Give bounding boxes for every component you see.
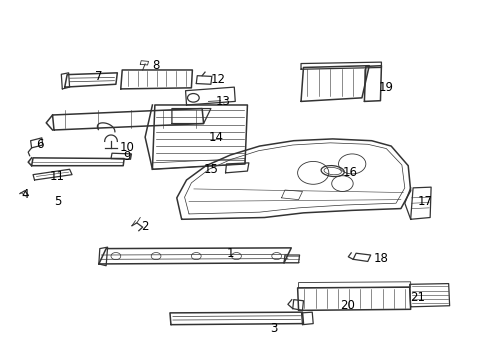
Text: 20: 20 xyxy=(340,298,355,311)
Text: 7: 7 xyxy=(95,70,102,83)
Text: 21: 21 xyxy=(411,291,425,305)
Text: 3: 3 xyxy=(270,322,278,335)
Text: 14: 14 xyxy=(208,131,223,144)
Text: 4: 4 xyxy=(21,188,28,201)
Text: 9: 9 xyxy=(123,150,131,163)
Text: 2: 2 xyxy=(142,220,149,233)
Text: 18: 18 xyxy=(374,252,389,265)
Text: 5: 5 xyxy=(54,195,61,208)
Text: 19: 19 xyxy=(379,81,394,94)
Text: 17: 17 xyxy=(418,195,433,208)
Text: 13: 13 xyxy=(216,95,230,108)
Text: 1: 1 xyxy=(227,247,234,260)
Text: 6: 6 xyxy=(36,138,43,151)
Text: 16: 16 xyxy=(342,166,357,179)
Text: 10: 10 xyxy=(120,141,135,154)
Text: 12: 12 xyxy=(211,73,226,86)
Text: 8: 8 xyxy=(153,59,160,72)
Text: 11: 11 xyxy=(50,170,65,183)
Text: 15: 15 xyxy=(203,163,219,176)
